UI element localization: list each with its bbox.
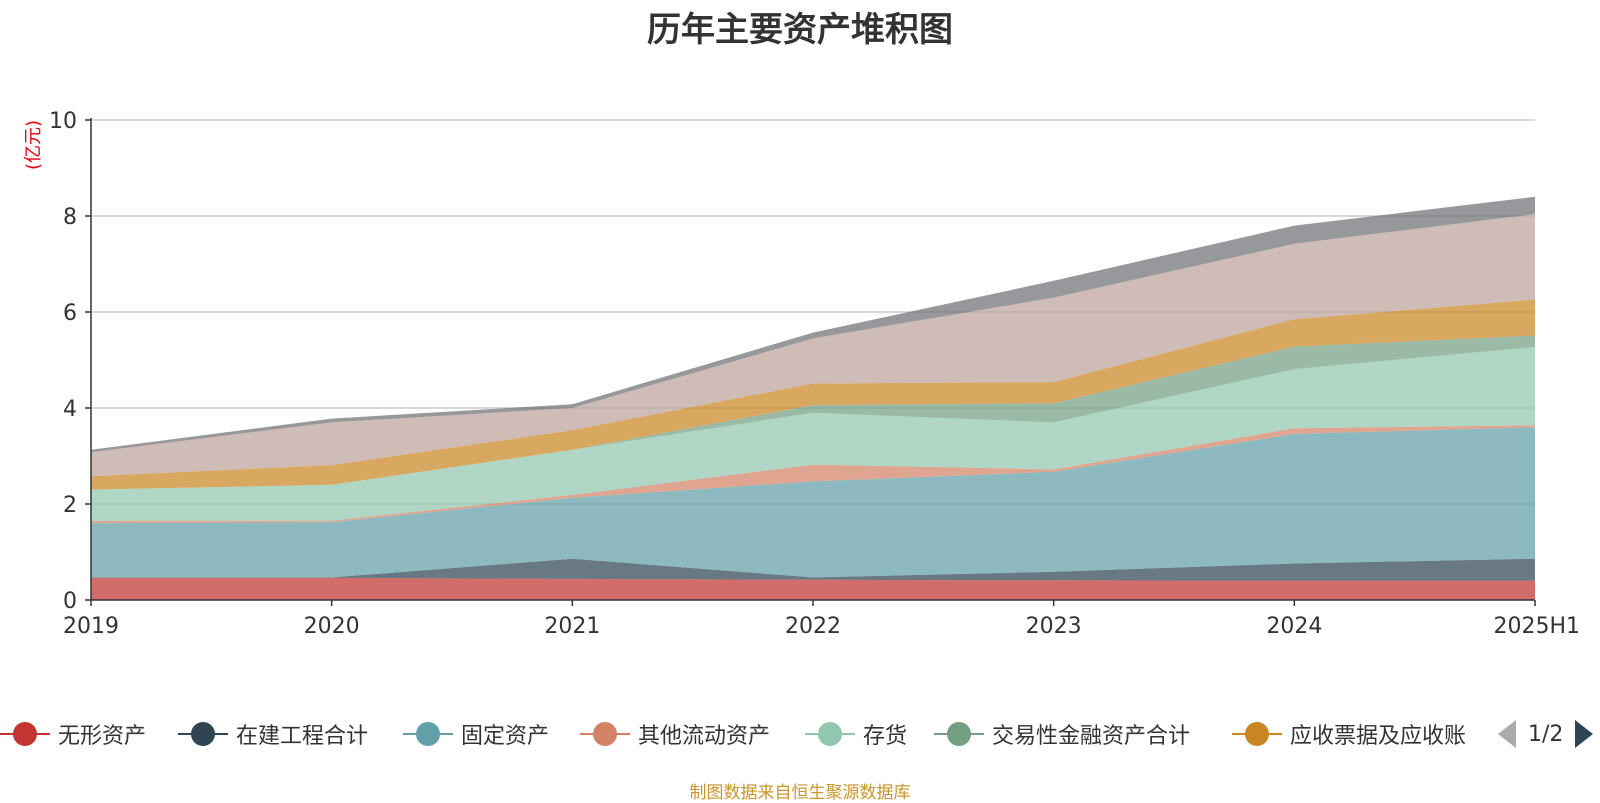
legend-page-indicator: 1/2 — [1528, 721, 1564, 747]
legend-next-page-icon[interactable] — [1575, 720, 1594, 748]
area-series-1 — [91, 558, 1535, 581]
stacked-area-chart: 0 2 4 6 8 10 2019 2020 2021 2022 2023 2024 2025H1 — [49, 109, 1580, 639]
y-tick-label: 8 — [63, 205, 77, 230]
legend-marker-icon — [805, 712, 855, 756]
legend-marker-icon — [934, 712, 984, 756]
legend-item[interactable]: 应收票据及应收账 — [1232, 712, 1466, 756]
x-tick-label: 2022 — [785, 614, 841, 639]
source-note: 制图数据来自恒生聚源数据库 — [689, 783, 911, 803]
area-series — [91, 196, 1535, 600]
legend-label: 其他流动资产 — [638, 724, 771, 749]
area-series-8 — [91, 196, 1535, 453]
legend-marker-icon — [403, 712, 453, 756]
area-series-6 — [91, 299, 1535, 490]
legend-marker-icon — [1232, 712, 1282, 756]
chart-title: 历年主要资产堆积图 — [647, 10, 953, 50]
legend-item[interactable]: 存货 — [805, 712, 907, 756]
legend-label: 无形资产 — [58, 724, 147, 749]
area-series-3 — [91, 425, 1535, 524]
area-series-7 — [91, 214, 1535, 477]
y-tick-label: 10 — [49, 109, 77, 134]
y-tick-label: 0 — [63, 589, 77, 614]
legend-prev-page-icon[interactable] — [1498, 720, 1516, 748]
legend-item[interactable]: 其他流动资产 — [580, 712, 770, 756]
legend-label: 应收票据及应收账 — [1290, 724, 1467, 749]
legend-item[interactable]: 无形资产 — [0, 712, 146, 756]
area-series-5 — [91, 335, 1535, 490]
y-tick-label: 2 — [63, 493, 77, 518]
x-tick-label: 2023 — [1026, 614, 1082, 639]
legend-item[interactable]: 固定资产 — [403, 712, 549, 756]
y-tick-label: 4 — [63, 397, 77, 422]
area-series-0 — [91, 577, 1535, 600]
x-tick-label: 2021 — [544, 614, 600, 639]
legend-item[interactable]: 在建工程合计 — [178, 712, 368, 756]
legend-marker-icon — [178, 712, 228, 756]
y-tick-label: 6 — [63, 301, 77, 326]
area-series-4 — [91, 347, 1535, 521]
legend-item[interactable]: 交易性金融资产合计 — [934, 712, 1190, 756]
x-tick-label: 2020 — [304, 614, 360, 639]
axes — [85, 118, 1536, 606]
tick-labels: 0 2 4 6 8 10 2019 2020 2021 2022 2023 2024 2025H1 — [49, 109, 1580, 639]
legend-label: 在建工程合计 — [236, 724, 369, 749]
legend: 无形资产 在建工程合计 固定资产 其他流动资产 存货 交易性金融资产合计 应收票据及应收账 — [0, 712, 1600, 756]
legend-label: 交易性金融资产合计 — [992, 724, 1191, 749]
legend-marker-icon — [0, 712, 50, 756]
legend-marker-icon — [580, 712, 630, 756]
x-tick-label: 2025H1 — [1493, 614, 1580, 639]
legend-label: 固定资产 — [461, 724, 550, 749]
legend-label: 存货 — [863, 724, 908, 749]
x-tick-label: 2019 — [63, 614, 119, 639]
x-tick-label: 2024 — [1266, 614, 1322, 639]
area-series-2 — [91, 427, 1535, 578]
legend-pager: 1/2 — [1498, 712, 1594, 756]
